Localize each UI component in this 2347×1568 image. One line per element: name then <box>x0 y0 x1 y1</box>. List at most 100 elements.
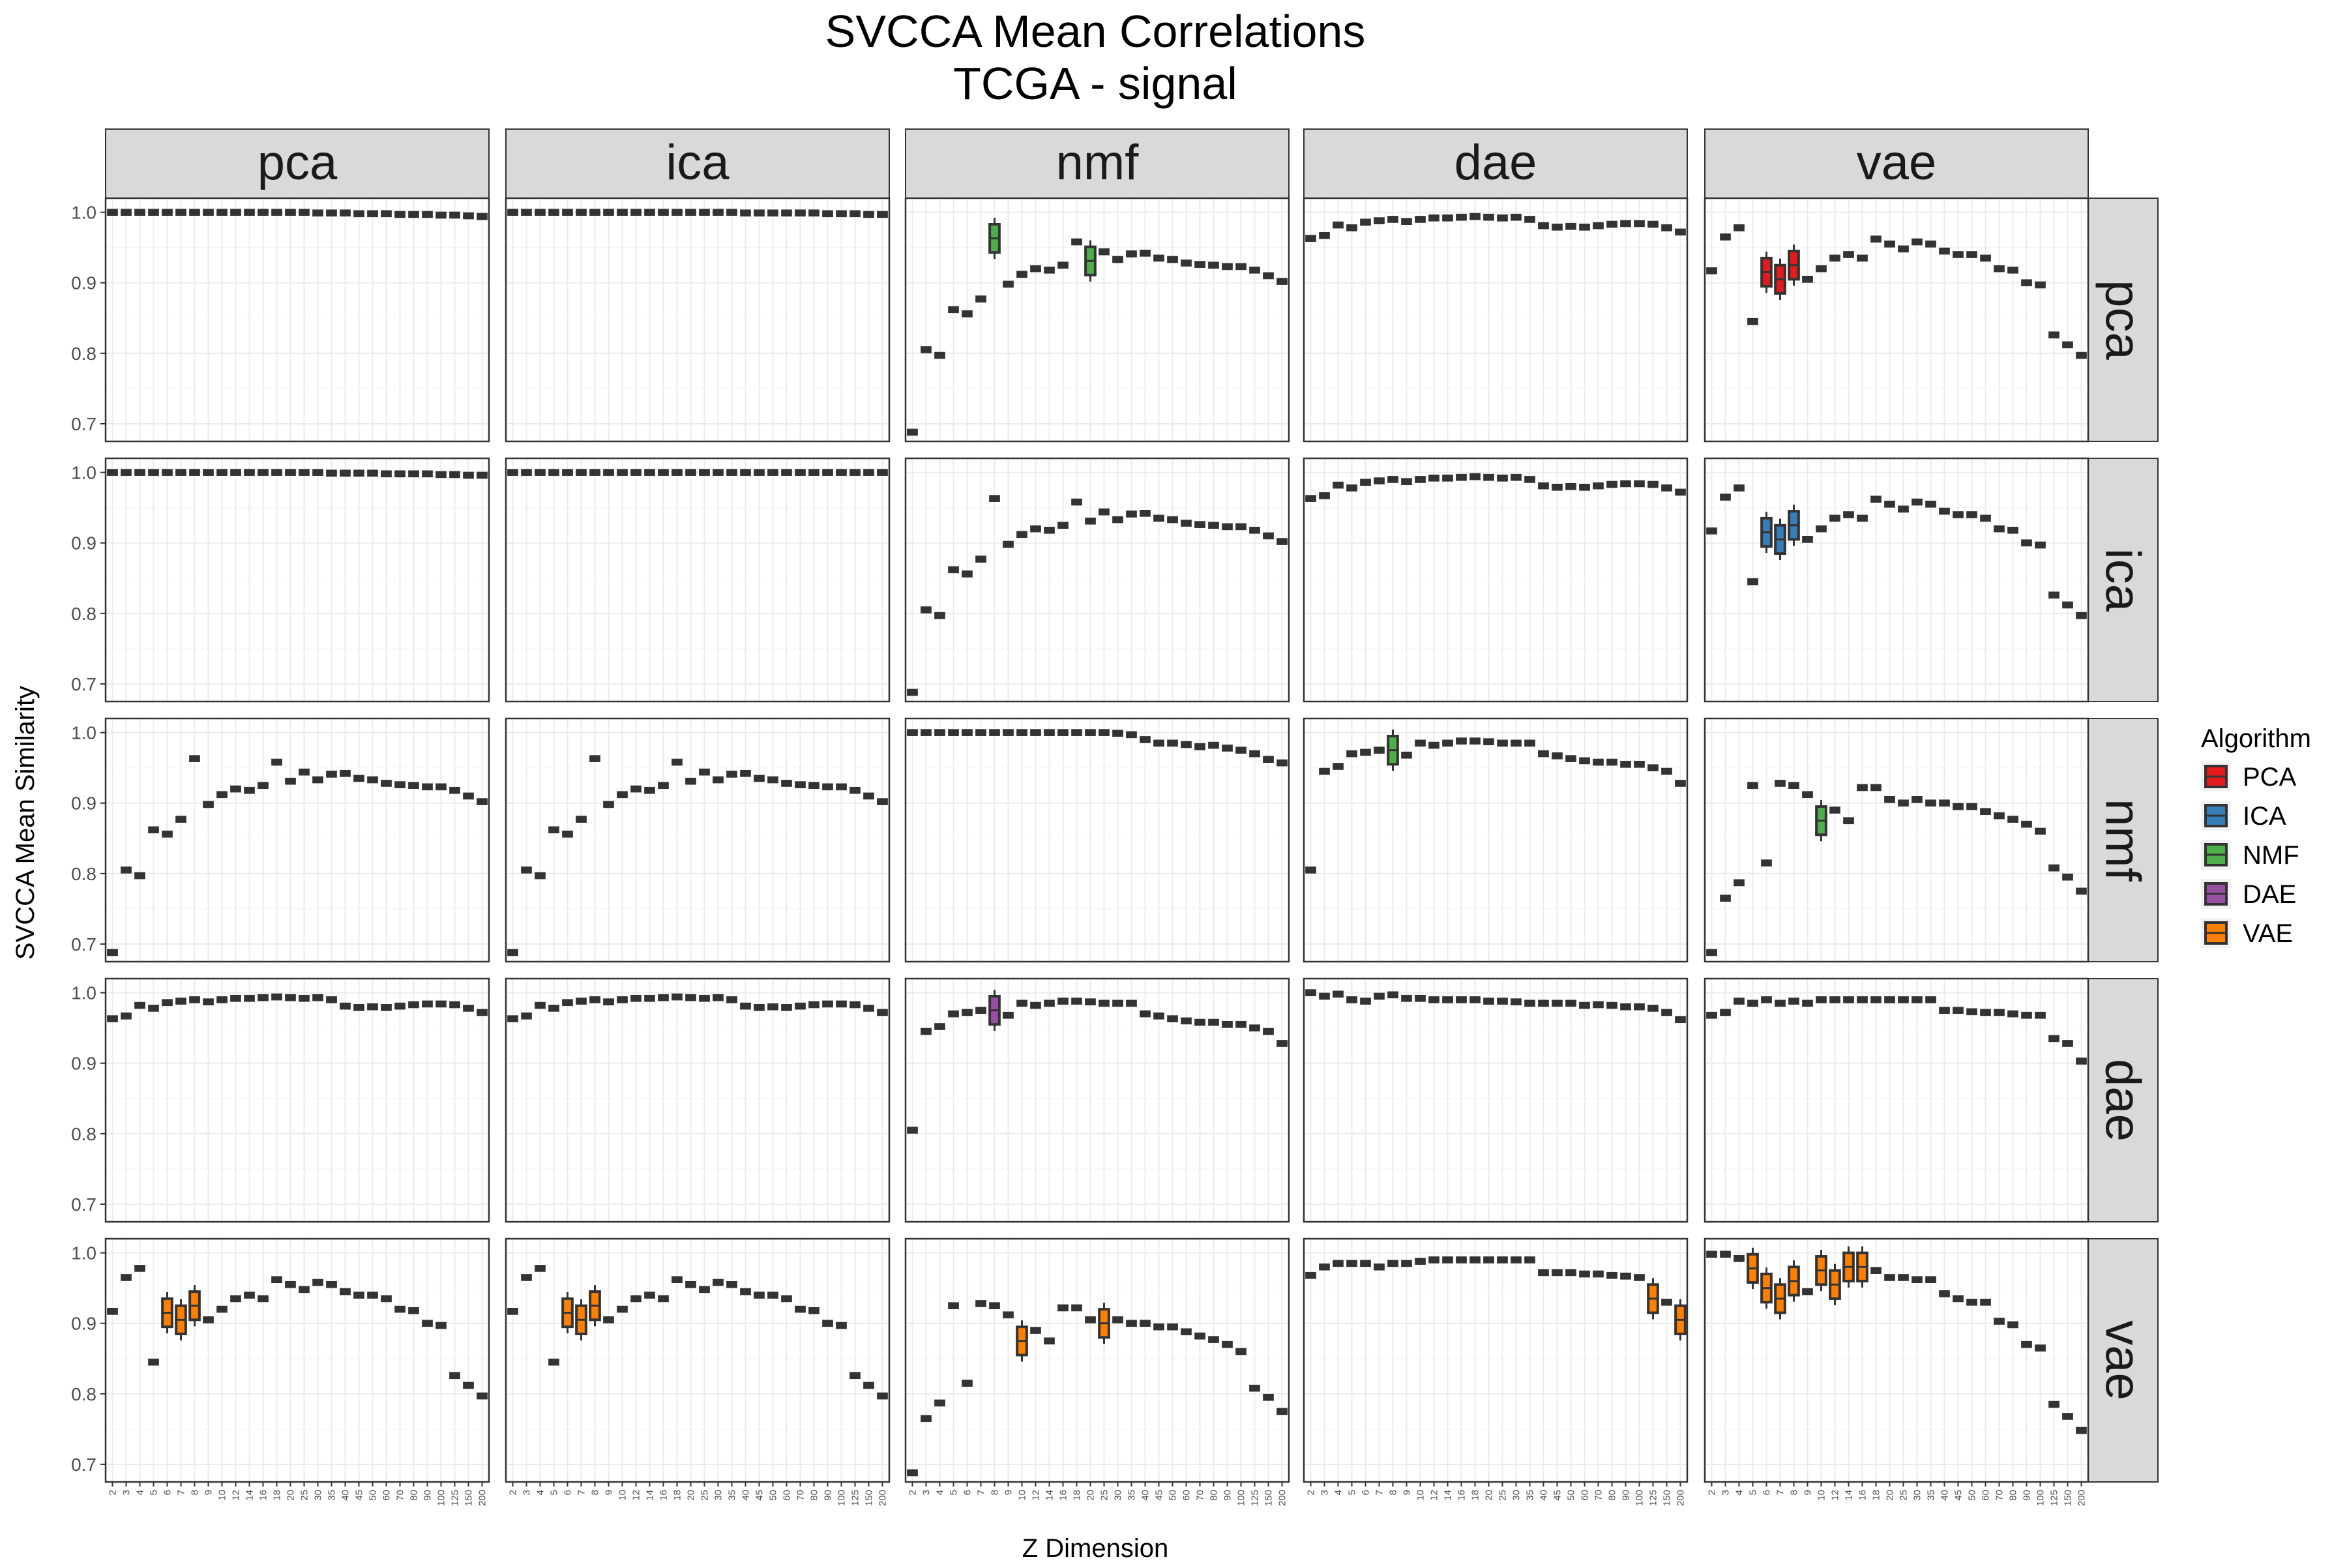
x-tick-label: 50 <box>1566 1490 1577 1501</box>
x-tick-label: 100 <box>2035 1490 2046 1506</box>
x-tick-label: 18 <box>272 1490 283 1501</box>
panel-background <box>1304 198 1687 441</box>
strip-right-vae <box>2088 1238 2159 1483</box>
panel-background <box>106 979 489 1222</box>
x-tick-label: 3 <box>522 1490 533 1495</box>
x-tick-label: 60 <box>381 1490 392 1501</box>
x-axis-title: Z Dimension <box>1022 1534 1169 1563</box>
x-tick-label: 150 <box>864 1490 875 1506</box>
panel-background <box>1705 198 2088 441</box>
x-tick-label: 12 <box>1830 1490 1841 1501</box>
strip-top-label-nmf: nmf <box>1056 135 1140 190</box>
legend-item-dae: DAE <box>2201 879 2296 909</box>
panel-background <box>506 198 889 441</box>
x-tick-label: 125 <box>850 1490 861 1506</box>
legend-label: NMF <box>2243 841 2299 870</box>
panel-border <box>1704 457 2089 703</box>
x-tick-label: 6 <box>1361 1490 1372 1495</box>
strip-top-nmf <box>905 128 1290 199</box>
panel-pca-ica <box>505 197 891 443</box>
chart-subtitle: TCGA - signal <box>953 58 1237 109</box>
y-tick-label: 0.9 <box>71 793 96 814</box>
x-tick-label: 5 <box>549 1490 560 1495</box>
panel-background <box>506 458 889 702</box>
panel-background <box>906 718 1289 962</box>
panel-border <box>104 977 490 1223</box>
y-tick-label: 1.0 <box>71 723 96 743</box>
legend-item-pca: PCA <box>2201 762 2297 791</box>
x-tick-label: 6 <box>162 1490 173 1495</box>
x-tick-label: 8 <box>990 1490 1001 1495</box>
strip-top-ica <box>505 128 890 199</box>
strip-right-label-pca: pca <box>2095 280 2151 360</box>
x-tick-label: 16 <box>1058 1490 1069 1501</box>
x-tick-label: 5 <box>1748 1490 1759 1495</box>
x-tick-label: 5 <box>949 1490 960 1495</box>
panel-pca-dae <box>1303 197 1689 443</box>
x-tick-label: 70 <box>1593 1490 1604 1501</box>
legend-item-ica: ICA <box>2201 801 2286 831</box>
strip-top-label-vae: vae <box>1857 135 1937 190</box>
x-tick-label: 8 <box>590 1490 601 1495</box>
strip-right-label-ica: ica <box>2095 548 2151 612</box>
x-tick-label: 14 <box>1844 1490 1855 1501</box>
y-tick-label: 0.9 <box>71 1054 96 1074</box>
x-tick-label: 25 <box>1099 1490 1110 1501</box>
x-tick-label: 45 <box>754 1490 765 1501</box>
x-tick-label: 40 <box>1940 1490 1951 1501</box>
x-tick-label: 150 <box>464 1490 475 1506</box>
x-tick-label: 16 <box>658 1490 670 1501</box>
panel-border <box>1303 457 1689 703</box>
panel-background <box>906 979 1289 1222</box>
x-tick-label: 18 <box>1072 1490 1083 1501</box>
x-tick-label: 9 <box>203 1490 214 1495</box>
x-tick-label: 70 <box>1195 1490 1206 1501</box>
x-tick-label: 30 <box>1912 1490 1923 1501</box>
x-tick-label: 9 <box>1402 1490 1413 1495</box>
x-tick-label: 150 <box>1263 1490 1275 1506</box>
x-tick-label: 25 <box>700 1490 711 1501</box>
x-tick-label: 90 <box>422 1490 434 1501</box>
x-tick-label: 5 <box>149 1490 160 1495</box>
panel-dae-vae <box>1704 977 2089 1223</box>
x-tick-label: 125 <box>1648 1490 1659 1506</box>
strip-top-dae <box>1303 128 1688 199</box>
panel-pca-nmf <box>904 197 1290 443</box>
x-tick-label: 8 <box>1789 1490 1800 1495</box>
panel-border <box>904 1237 1290 1483</box>
x-tick-label: 100 <box>836 1490 848 1506</box>
strip-right-pca <box>2088 198 2159 442</box>
y-tick-label: 0.8 <box>71 864 96 884</box>
x-tick-label: 35 <box>327 1490 338 1501</box>
panel-border <box>505 1237 891 1483</box>
legend-label: PCA <box>2243 763 2297 791</box>
x-tick-label: 9 <box>604 1490 615 1495</box>
panel-vae-dae: 2 3 4 5 6 7 8 9 10 12 14 16 18 20 25 30 35 40 45 50 60 70 80 90… <box>1303 1237 1689 1506</box>
panel-border <box>1303 1237 1689 1483</box>
panel-border <box>505 457 891 703</box>
panel-background <box>106 458 489 702</box>
x-tick-label: 16 <box>1857 1490 1868 1501</box>
x-tick-label: 100 <box>1634 1490 1646 1506</box>
x-tick-label: 125 <box>1250 1490 1261 1506</box>
x-tick-label: 60 <box>1981 1490 1992 1501</box>
x-tick-label: 3 <box>1320 1490 1331 1495</box>
y-tick-label: 0.8 <box>71 1124 96 1144</box>
x-tick-label: 4 <box>1734 1490 1745 1495</box>
x-tick-label: 100 <box>1236 1490 1247 1506</box>
x-tick-label: 70 <box>395 1490 406 1501</box>
panel-border <box>505 717 891 963</box>
x-tick-label: 200 <box>2076 1490 2088 1506</box>
y-tick-label: 0.7 <box>71 674 96 694</box>
x-tick-label: 3 <box>121 1490 132 1495</box>
x-tick-label: 200 <box>878 1490 889 1506</box>
strip-top-label-pca: pca <box>258 135 338 190</box>
x-tick-label: 6 <box>563 1490 574 1495</box>
panel-border <box>904 977 1290 1223</box>
y-tick-label: 1.0 <box>71 1243 96 1264</box>
panel-background <box>906 458 1289 702</box>
panel-border <box>104 457 490 703</box>
panel-pca-pca: 0.7 0.8 0.9 1.0 <box>71 197 490 443</box>
